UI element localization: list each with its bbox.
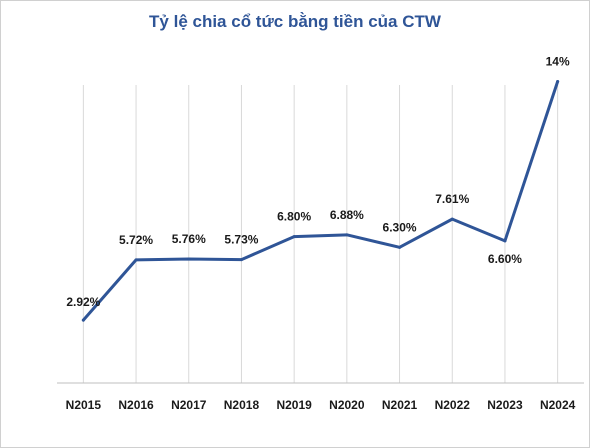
data-point [292,235,296,239]
x-tick-label: N2019 [276,398,312,412]
x-tick-label: N2024 [540,398,576,412]
data-point [556,80,560,84]
data-label: 5.76% [172,232,206,246]
data-label: 6.80% [277,210,311,224]
data-label: 5.72% [119,233,153,247]
data-point [239,258,243,262]
data-label: 6.88% [330,208,364,222]
data-label: 5.73% [224,233,258,247]
x-tick-label: N2021 [382,398,418,412]
x-tick-label: N2020 [329,398,365,412]
data-point [134,258,138,262]
x-tick-label: N2022 [435,398,471,412]
series-line [81,80,560,322]
data-label: 14% [546,55,570,69]
x-tick-label: N2017 [171,398,207,412]
x-tick-label: N2023 [487,398,523,412]
data-point [187,257,191,261]
chart-title: Tỷ lệ chia cổ tức bằng tiền của CTW [149,12,441,31]
x-tick-label: N2015 [66,398,102,412]
data-point [450,217,454,221]
data-label: 6.60% [488,252,522,266]
data-label: 7.61% [435,192,469,206]
data-point [398,245,402,249]
x-tick-label: N2018 [224,398,260,412]
data-point [503,239,507,243]
data-point [81,318,85,322]
data-point [345,233,349,237]
data-label: 2.92% [66,295,100,309]
data-label: 6.30% [383,220,417,234]
x-tick-label: N2016 [118,398,154,412]
